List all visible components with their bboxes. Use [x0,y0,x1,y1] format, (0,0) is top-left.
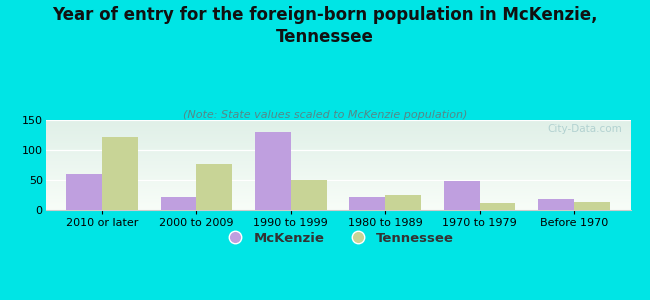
Bar [385,195,421,210]
Bar [255,132,291,210]
Text: (Note: State values scaled to McKenzie population): (Note: State values scaled to McKenzie p… [183,110,467,119]
Bar [66,174,102,210]
Bar [444,181,480,210]
Text: City-Data.com: City-Data.com [547,124,621,134]
Bar [291,180,327,210]
Bar [349,197,385,210]
Bar [480,203,515,210]
Bar [538,199,574,210]
Bar [196,164,232,210]
Text: Year of entry for the foreign-born population in McKenzie,
Tennessee: Year of entry for the foreign-born popul… [52,6,598,46]
Bar [102,137,138,210]
Bar [574,202,610,210]
Legend: McKenzie, Tennessee: McKenzie, Tennessee [217,226,459,250]
Bar [161,197,196,210]
